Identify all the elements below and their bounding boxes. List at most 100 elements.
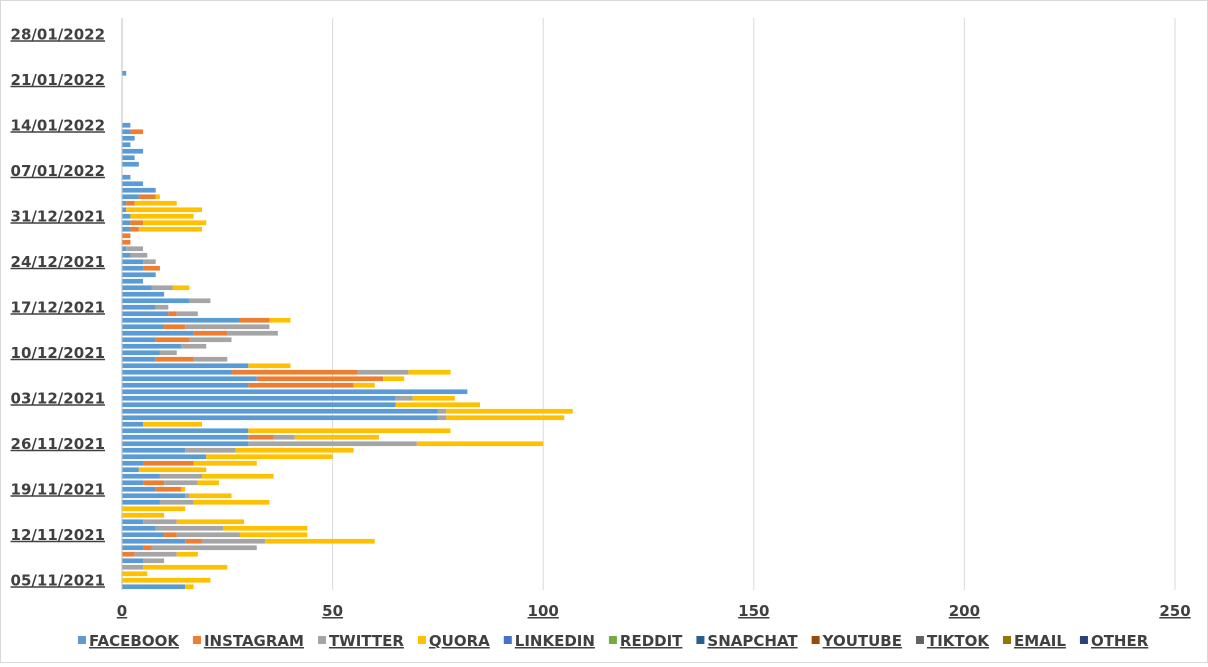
bar-2021-12-30-1 xyxy=(130,220,144,226)
bar-2021-11-18-0 xyxy=(122,493,186,499)
bar-2022-01-13-0 xyxy=(122,129,131,135)
bar-2022-01-03-3 xyxy=(155,194,160,200)
bar-2021-11-14-0 xyxy=(122,519,144,525)
bar-2021-12-09-0 xyxy=(122,356,156,362)
bar-2021-12-03-2 xyxy=(395,395,413,401)
bar-2021-12-27-1 xyxy=(122,239,131,245)
legend-swatch-youtube xyxy=(811,636,820,644)
bar-2022-01-08-0 xyxy=(122,161,139,167)
bar-2021-11-30-0 xyxy=(122,415,438,421)
legend-swatch-twitter xyxy=(317,636,326,644)
bar-2021-12-29-1 xyxy=(130,226,139,232)
bar-2021-11-12-1 xyxy=(164,532,177,538)
bar-2021-11-27-3 xyxy=(294,434,379,440)
y-tick-03/12/2021: 03/12/2021 xyxy=(11,389,105,407)
bar-2021-12-16-1 xyxy=(168,311,177,317)
bar-2021-12-15-1 xyxy=(239,317,270,323)
bar-2021-12-25-0 xyxy=(122,252,131,258)
bar-2021-11-30-3 xyxy=(446,415,565,421)
bar-2021-12-15-3 xyxy=(269,317,291,323)
bar-2021-12-07-2 xyxy=(357,369,409,375)
bar-2021-11-26-2 xyxy=(248,441,417,447)
bar-2021-12-06-3 xyxy=(383,376,405,382)
bar-2021-11-12-2 xyxy=(176,532,240,538)
bar-2021-11-21-0 xyxy=(122,473,160,479)
bar-2021-11-24-0 xyxy=(122,454,207,460)
bar-2021-12-26-0 xyxy=(122,246,127,252)
legend-swatch-tiktok xyxy=(915,636,924,644)
bar-2021-12-07-1 xyxy=(231,369,358,375)
bar-2021-12-04-0 xyxy=(122,389,468,395)
legend-label-linkedin: LINKEDIN xyxy=(515,632,595,650)
bars xyxy=(122,70,573,590)
bar-2021-12-10-2 xyxy=(159,350,177,356)
bar-2021-12-20-2 xyxy=(151,285,173,291)
bar-2021-12-01-0 xyxy=(122,408,438,414)
bar-2021-12-23-0 xyxy=(122,265,144,271)
bar-2021-12-18-2 xyxy=(189,298,211,304)
bar-2021-11-12-3 xyxy=(239,532,308,538)
x-tick-labels: 0 50 100 150 200 250 xyxy=(117,602,1191,620)
bar-2021-11-11-3 xyxy=(265,538,375,544)
y-tick-05/11/2021: 05/11/2021 xyxy=(11,571,105,589)
bar-2021-11-20-2 xyxy=(164,480,198,486)
bar-2021-11-04-0 xyxy=(122,584,186,590)
legend: FACEBOOK INSTAGRAM TWITTER QUORA LINKEDIN RED… xyxy=(78,632,1149,650)
bar-2021-12-07-0 xyxy=(122,369,232,375)
bar-2021-11-24-3 xyxy=(206,454,333,460)
bar-2021-12-12-1 xyxy=(155,337,190,343)
bar-2021-12-19-0 xyxy=(122,291,165,297)
bar-2021-11-09-2 xyxy=(134,551,177,557)
bar-2021-11-07-2 xyxy=(122,564,144,570)
bar-2021-11-20-0 xyxy=(122,480,144,486)
bar-2021-12-31-0 xyxy=(122,213,131,219)
y-tick-26/11/2021: 26/11/2021 xyxy=(11,435,105,453)
bar-2021-12-02-3 xyxy=(395,402,481,408)
bar-2021-12-05-3 xyxy=(353,382,375,388)
bar-2021-12-10-0 xyxy=(122,350,160,356)
bar-2021-12-08-3 xyxy=(248,363,291,369)
bar-2021-12-09-2 xyxy=(193,356,228,362)
bar-2021-11-27-0 xyxy=(122,434,249,440)
y-tick-19/11/2021: 19/11/2021 xyxy=(11,480,105,498)
bar-2021-12-17-0 xyxy=(122,304,156,310)
legend-label-email: EMAIL xyxy=(1014,632,1066,650)
bar-2021-11-18-3 xyxy=(189,493,232,499)
legend-label-instagram: INSTAGRAM xyxy=(204,632,304,650)
bar-2021-11-19-1 xyxy=(155,486,181,492)
bar-2021-12-12-2 xyxy=(189,337,232,343)
y-tick-10/12/2021: 10/12/2021 xyxy=(11,344,105,362)
bar-2021-11-08-2 xyxy=(143,558,165,564)
legend-swatch-linkedin xyxy=(503,636,512,644)
legend-label-reddit: REDDIT xyxy=(620,632,683,650)
bar-2021-11-26-0 xyxy=(122,441,249,447)
bar-2021-11-20-3 xyxy=(197,480,219,486)
bar-2021-11-13-3 xyxy=(223,525,308,531)
y-tick-21/01/2022: 21/01/2022 xyxy=(11,71,105,89)
bar-2021-12-11-2 xyxy=(180,343,207,349)
bar-2021-11-25-3 xyxy=(235,447,354,453)
bar-2021-12-01-2 xyxy=(437,408,447,414)
bar-2021-11-04-3 xyxy=(185,584,194,590)
bar-2021-12-15-0 xyxy=(122,317,240,323)
bar-2021-11-23-1 xyxy=(143,460,194,466)
legend-swatch-email xyxy=(1003,636,1012,644)
bar-2022-01-14-0 xyxy=(122,122,131,128)
legend-label-youtube: YOUTUBE xyxy=(822,632,902,650)
bar-2021-11-28-0 xyxy=(122,428,249,434)
x-tick-0: 0 xyxy=(117,602,127,620)
bar-2021-11-23-3 xyxy=(193,460,257,466)
bar-2022-01-11-0 xyxy=(122,142,131,148)
bar-2022-01-03-1 xyxy=(138,194,156,200)
bar-2021-11-29-0 xyxy=(122,421,144,427)
bar-2021-12-16-2 xyxy=(176,311,198,317)
bar-2021-11-27-1 xyxy=(248,434,274,440)
bar-2021-11-21-3 xyxy=(202,473,274,479)
bar-2021-12-21-0 xyxy=(122,278,144,284)
bar-2021-12-14-1 xyxy=(164,324,186,330)
bar-2021-11-10-0 xyxy=(122,545,144,551)
bar-2021-12-09-1 xyxy=(155,356,194,362)
y-tick-labels: 05/11/2021 12/11/2021 19/11/2021 26/11/2021… xyxy=(11,25,105,589)
bar-2022-01-04-0 xyxy=(122,187,156,193)
